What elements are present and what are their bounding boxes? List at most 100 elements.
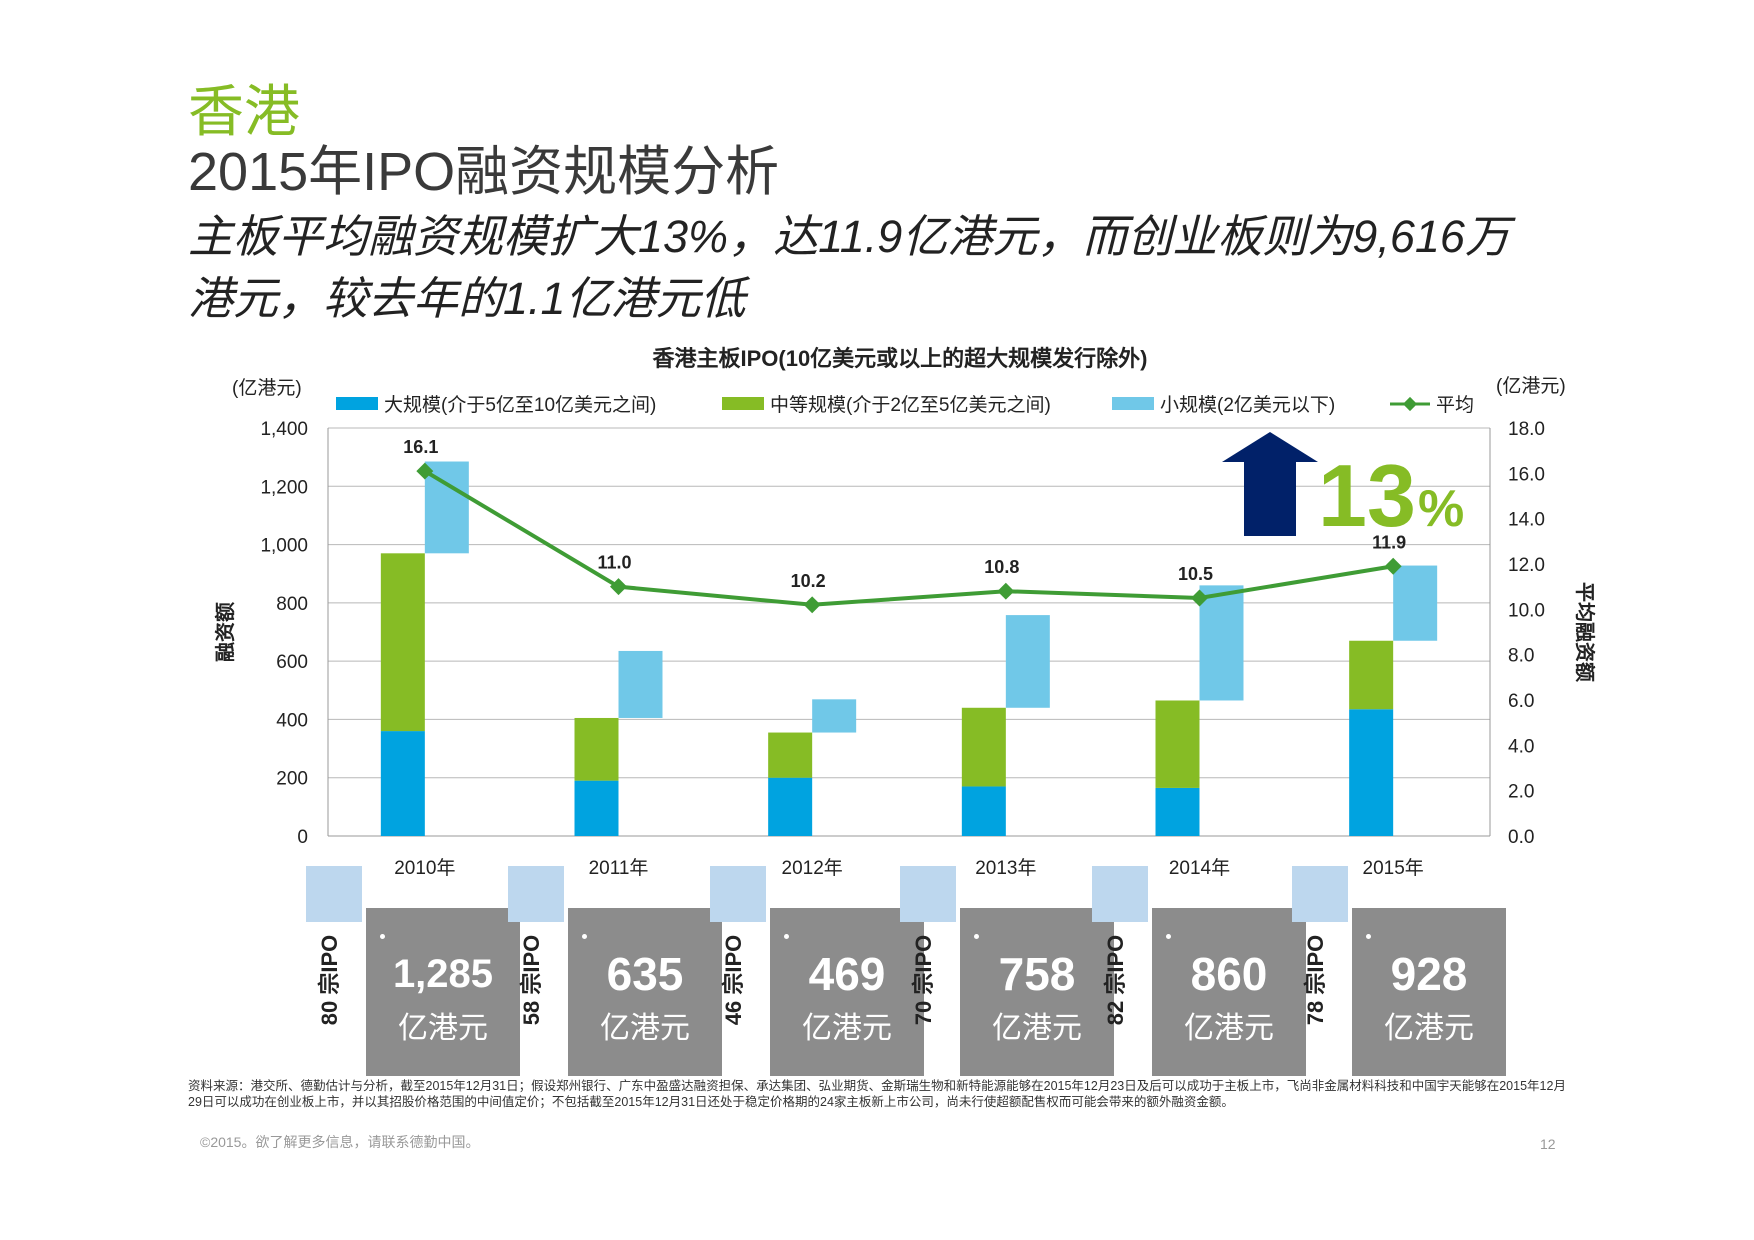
legend-label-3: 小规模(2亿美元以下) — [1160, 394, 1335, 416]
summary-box: 928 亿港元 — [1352, 908, 1506, 1076]
average-data-label: 11.0 — [597, 553, 631, 573]
x-tick-label: 2010年 — [394, 857, 455, 879]
average-marker — [803, 596, 821, 614]
chart-title: 香港主板IPO(10亿美元或以上的超大规模发行除外) — [652, 346, 1147, 371]
summary-box: 635 亿港元 — [568, 908, 722, 1076]
y-axis-title: 融资额 — [213, 602, 237, 662]
summary-amount: 928 — [1390, 948, 1468, 1000]
y-tick-label: 1,200 — [260, 477, 308, 498]
y2-tick-label: 6.0 — [1508, 691, 1534, 712]
average-marker — [610, 578, 627, 596]
growth-callout-unit: % — [1418, 480, 1464, 538]
decorative-square — [1092, 866, 1148, 922]
summary-unit: 亿港元 — [398, 1012, 488, 1045]
y-unit-label: (亿港元) — [232, 377, 302, 399]
summary-amount: 1,285 — [392, 952, 494, 996]
bar-3-6 — [1393, 565, 1438, 641]
legend-swatch-2 — [722, 397, 764, 410]
y2-tick-label: 14.0 — [1508, 510, 1545, 531]
ipo-count-label: 78 宗IPO — [1303, 934, 1328, 1026]
bullet-dot — [1166, 934, 1171, 939]
up-arrow-icon — [1222, 432, 1318, 536]
average-data-label: 11.9 — [1372, 532, 1406, 552]
bar-2-3 — [768, 732, 813, 778]
y2-tick-label: 2.0 — [1508, 782, 1534, 803]
y-tick-label: 200 — [276, 769, 308, 790]
average-line — [423, 469, 1394, 607]
average-marker — [997, 582, 1015, 600]
average-data-label: 10.2 — [791, 571, 826, 591]
ipo-count-label: 46 宗IPO — [721, 934, 746, 1026]
bar-1-2 — [574, 780, 619, 836]
x-tick-label: 2013年 — [975, 857, 1036, 879]
bullet-dot — [784, 934, 789, 939]
bullet-dot — [974, 934, 979, 939]
summary-box: 469 亿港元 — [770, 908, 924, 1076]
legend-label-4: 平均 — [1436, 394, 1474, 416]
ipo-count-label: 58 宗IPO — [519, 934, 544, 1026]
y2-tick-label: 18.0 — [1508, 419, 1545, 440]
bar-2-4 — [961, 707, 1006, 787]
decorative-square — [1292, 866, 1348, 922]
bullet-dot — [582, 934, 587, 939]
x-tick-label: 2015年 — [1363, 857, 1424, 879]
y2-tick-label: 4.0 — [1508, 736, 1534, 757]
x-tick-label: 2014年 — [1169, 857, 1230, 879]
ipo-count-label: 70 宗IPO — [911, 934, 936, 1026]
average-data-label: 16.1 — [403, 437, 438, 457]
bar-3-4 — [1005, 615, 1050, 708]
bar-1-6 — [1349, 709, 1394, 836]
bar-1-5 — [1155, 787, 1200, 836]
region-title: 香港 — [188, 80, 300, 143]
bar-1-4 — [961, 786, 1006, 836]
legend-label-1: 大规模(介于5亿至10亿美元之间) — [384, 394, 656, 416]
source-note: 资料来源：港交所、德勤估计与分析，截至2015年12月31日；假设郑州银行、广东… — [188, 1079, 1566, 1109]
y2-tick-label: 12.0 — [1508, 555, 1545, 576]
y-tick-label: 800 — [276, 594, 308, 615]
y-tick-label: 400 — [276, 710, 308, 731]
average-marker — [416, 462, 434, 480]
x-tick-label: 2012年 — [782, 857, 843, 879]
y-tick-label: 600 — [276, 652, 308, 673]
average-marker — [1384, 557, 1402, 575]
summary-unit: 亿港元 — [600, 1012, 690, 1045]
summary-unit: 亿港元 — [1184, 1012, 1274, 1045]
bar-3-3 — [812, 699, 857, 733]
summary-unit: 亿港元 — [1384, 1012, 1474, 1045]
summary-box: 860 亿港元 — [1152, 908, 1306, 1076]
legend-line-marker — [1402, 396, 1418, 412]
decorative-square — [306, 866, 362, 922]
subtitle: 主板平均融资规模扩大13%，达11.9亿港元，而创业板则为9,616万港元，较去… — [188, 211, 1510, 324]
average-data-label: 10.8 — [984, 557, 1019, 577]
bullet-dot — [1366, 934, 1371, 939]
legend-swatch-3 — [1112, 397, 1154, 410]
summary-box: 758 亿港元 — [960, 908, 1114, 1076]
y2-tick-label: 8.0 — [1508, 646, 1534, 667]
summary-unit: 亿港元 — [802, 1012, 892, 1045]
ipo-count-label: 82 宗IPO — [1103, 934, 1128, 1026]
legend-label-2: 中等规模(介于2亿至5亿美元之间) — [770, 394, 1051, 416]
summary-amount: 635 — [606, 948, 684, 1000]
summary-amount: 469 — [808, 948, 886, 1000]
growth-callout-value: 13 — [1318, 446, 1416, 545]
bar-2-6 — [1349, 640, 1394, 710]
bullet-dot — [380, 934, 385, 939]
ipo-count-label: 80 宗IPO — [317, 934, 342, 1026]
bar-1-3 — [768, 777, 813, 836]
bar-3-2 — [618, 650, 663, 718]
page-number: 12 — [1540, 1136, 1556, 1152]
x-tick-label: 2011年 — [589, 857, 649, 879]
copyright: ©2015。欲了解更多信息，请联系德勤中国。 — [200, 1134, 480, 1150]
y2-axis-title: 平均融资额 — [1573, 582, 1597, 682]
y-tick-label: 1,000 — [260, 536, 308, 557]
y2-unit-label: (亿港元) — [1496, 375, 1566, 397]
summary-box: 1,285 亿港元 — [366, 908, 520, 1076]
y-tick-label: 0 — [297, 827, 308, 848]
bar-2-5 — [1155, 700, 1200, 788]
bar-2-2 — [574, 717, 619, 781]
summary-unit: 亿港元 — [992, 1012, 1082, 1045]
decorative-square — [710, 866, 766, 922]
decorative-square — [508, 866, 564, 922]
y2-tick-label: 16.0 — [1508, 464, 1545, 485]
